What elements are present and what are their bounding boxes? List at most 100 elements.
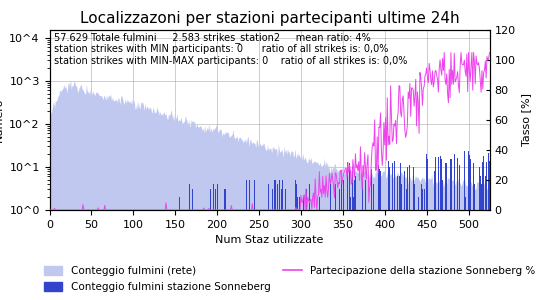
Bar (238, 210, 239, 300)
Bar (464, 151, 465, 300)
Bar (489, 160, 490, 300)
Bar (469, 155, 470, 300)
Bar (404, 171, 405, 300)
Bar (192, 189, 193, 300)
Bar (349, 164, 350, 300)
Bar (299, 197, 300, 300)
Bar (418, 197, 419, 300)
Bar (350, 197, 351, 300)
Bar (422, 189, 423, 300)
Bar (434, 171, 435, 300)
Bar (399, 176, 400, 300)
Bar (285, 189, 286, 300)
Bar (358, 210, 359, 300)
Bar (401, 184, 402, 300)
Legend: Conteggio fulmini (rete), Conteggio fulmini stazione Sonneberg, Partecipazione d: Conteggio fulmini (rete), Conteggio fulm… (43, 266, 535, 292)
Y-axis label: Numero: Numero (0, 98, 4, 142)
Bar (480, 176, 481, 300)
Bar (224, 189, 225, 300)
Bar (454, 154, 455, 300)
X-axis label: Num Staz utilizzate: Num Staz utilizzate (215, 235, 324, 245)
Bar (225, 189, 226, 300)
Bar (379, 169, 380, 300)
Bar (421, 184, 422, 300)
Bar (306, 189, 307, 300)
Bar (341, 180, 342, 300)
Bar (442, 180, 443, 300)
Text: 57.629 Totale fulmini     2.583 strikes_station2     mean ratio: 4%
station stri: 57.629 Totale fulmini 2.583 strikes_stat… (54, 32, 407, 66)
Bar (272, 189, 273, 300)
Bar (362, 189, 364, 300)
Bar (339, 189, 340, 300)
Bar (281, 189, 282, 300)
Bar (378, 165, 380, 300)
Bar (353, 197, 354, 300)
Bar (373, 184, 374, 300)
Bar (430, 162, 431, 300)
Bar (392, 164, 393, 300)
Bar (434, 160, 436, 300)
Bar (319, 197, 320, 300)
Bar (217, 184, 218, 300)
Bar (485, 176, 486, 300)
Bar (474, 184, 475, 300)
Bar (468, 151, 469, 300)
Bar (297, 197, 298, 300)
Bar (414, 167, 415, 300)
Bar (375, 210, 376, 300)
Bar (351, 171, 353, 300)
Bar (438, 157, 439, 300)
Bar (336, 210, 337, 300)
Bar (369, 210, 370, 300)
Bar (426, 154, 427, 300)
Bar (465, 197, 466, 300)
Bar (408, 210, 409, 300)
Bar (330, 184, 331, 300)
Bar (407, 167, 408, 300)
Bar (335, 184, 336, 300)
Bar (413, 167, 414, 300)
Bar (365, 180, 366, 300)
Bar (343, 180, 344, 300)
Bar (400, 164, 401, 300)
Bar (486, 162, 487, 300)
Bar (444, 164, 446, 300)
Bar (479, 167, 480, 300)
Bar (405, 210, 406, 300)
Bar (482, 162, 483, 300)
Bar (371, 169, 372, 300)
Bar (332, 210, 333, 300)
Title: Localizzazoni per stazioni partecipanti ultime 24h: Localizzazoni per stazioni partecipanti … (80, 11, 459, 26)
Bar (389, 167, 390, 300)
Bar (314, 210, 315, 300)
Bar (394, 160, 395, 300)
Bar (483, 156, 484, 300)
Bar (473, 164, 474, 300)
Bar (439, 159, 441, 300)
Bar (179, 197, 180, 300)
Bar (190, 210, 191, 300)
Bar (488, 153, 489, 300)
Bar (355, 176, 356, 300)
Bar (368, 210, 369, 300)
Bar (189, 184, 190, 300)
Bar (397, 176, 398, 300)
Bar (428, 210, 429, 300)
Bar (476, 154, 477, 300)
Bar (481, 184, 482, 300)
Bar (427, 159, 428, 300)
Bar (215, 189, 216, 300)
Bar (282, 180, 283, 300)
Bar (246, 180, 247, 300)
Bar (406, 189, 407, 300)
Bar (457, 158, 458, 300)
Bar (295, 180, 296, 300)
Bar (210, 189, 211, 300)
Bar (459, 165, 460, 300)
Bar (296, 184, 297, 300)
Bar (309, 184, 310, 300)
Bar (303, 197, 304, 300)
Bar (354, 180, 355, 300)
Bar (249, 180, 250, 300)
Bar (380, 171, 381, 300)
